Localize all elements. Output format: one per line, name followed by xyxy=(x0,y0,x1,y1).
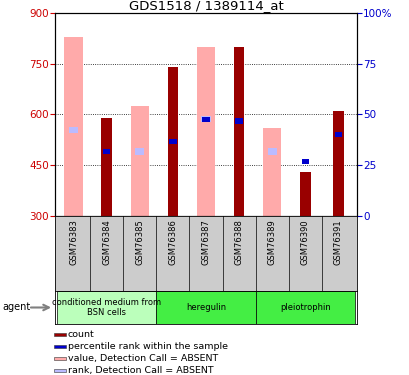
Bar xyxy=(255,291,354,324)
Text: value, Detection Call = ABSENT: value, Detection Call = ABSENT xyxy=(68,354,218,363)
Text: agent: agent xyxy=(2,303,30,312)
Bar xyxy=(168,138,177,144)
Text: percentile rank within the sample: percentile rank within the sample xyxy=(68,342,227,351)
Bar xyxy=(299,172,310,216)
Text: GSM76386: GSM76386 xyxy=(168,219,177,265)
Bar xyxy=(53,333,65,336)
Text: GSM76390: GSM76390 xyxy=(300,219,309,265)
Bar xyxy=(53,357,65,360)
Bar xyxy=(196,47,215,216)
Text: heregulin: heregulin xyxy=(186,303,225,312)
Bar xyxy=(135,148,144,154)
Bar xyxy=(333,111,343,216)
Text: pleiotrophin: pleiotrophin xyxy=(279,303,330,312)
Bar xyxy=(267,148,276,154)
Bar xyxy=(156,291,255,324)
Bar xyxy=(102,148,111,154)
Text: GSM76387: GSM76387 xyxy=(201,219,210,265)
Text: GSM76383: GSM76383 xyxy=(69,219,78,265)
Title: GDS1518 / 1389114_at: GDS1518 / 1389114_at xyxy=(128,0,283,12)
Text: GSM76384: GSM76384 xyxy=(102,219,111,265)
Bar xyxy=(301,159,308,164)
Bar xyxy=(69,126,78,133)
Bar xyxy=(202,117,209,122)
Bar xyxy=(234,116,243,123)
Text: rank, Detection Call = ABSENT: rank, Detection Call = ABSENT xyxy=(68,366,213,375)
Bar xyxy=(101,118,112,216)
Bar xyxy=(130,106,148,216)
Bar xyxy=(103,149,110,154)
Bar xyxy=(53,345,65,348)
Bar xyxy=(263,128,281,216)
Text: GSM76389: GSM76389 xyxy=(267,219,276,265)
Text: conditioned medium from
BSN cells: conditioned medium from BSN cells xyxy=(52,298,161,317)
Bar xyxy=(64,37,83,216)
Bar xyxy=(334,132,341,137)
Bar xyxy=(57,291,156,324)
Text: GSM76391: GSM76391 xyxy=(333,219,342,265)
Bar xyxy=(169,139,176,144)
Text: GSM76385: GSM76385 xyxy=(135,219,144,265)
Bar xyxy=(167,67,178,216)
Bar xyxy=(201,116,210,123)
Bar xyxy=(235,118,242,124)
Bar xyxy=(53,369,65,372)
Text: count: count xyxy=(68,330,94,339)
Bar xyxy=(333,133,342,140)
Bar xyxy=(233,47,244,216)
Text: GSM76388: GSM76388 xyxy=(234,219,243,265)
